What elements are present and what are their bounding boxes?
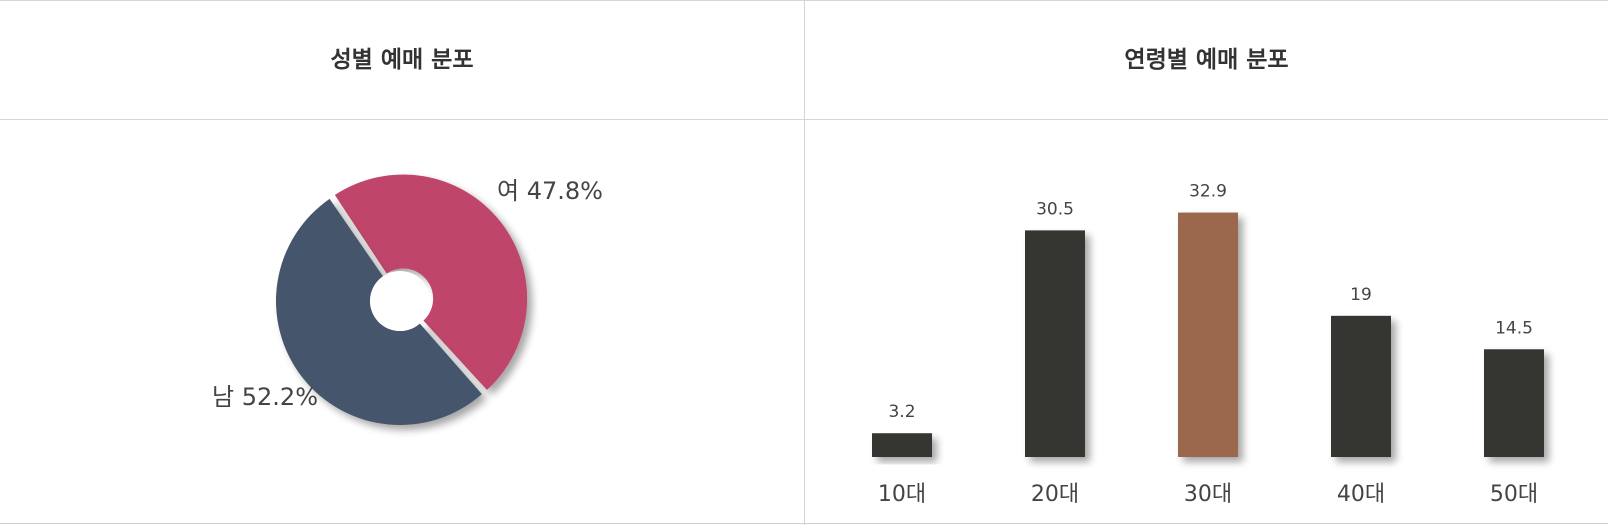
bar-value-label: 32.9 xyxy=(1189,182,1227,202)
bar-20대 xyxy=(1025,230,1085,457)
pie-slice-male xyxy=(276,198,482,425)
bar-category-label: 40대 xyxy=(1337,482,1385,507)
bar-category-label: 20대 xyxy=(1031,482,1079,507)
age-chart-title: 연령별 예매 분포 xyxy=(1124,47,1289,73)
pie-slice-female xyxy=(334,174,528,390)
bar-value-label: 3.2 xyxy=(888,402,915,422)
pie-label-male: 남 52.2% xyxy=(212,383,318,411)
bar-category-label: 50대 xyxy=(1490,482,1538,507)
bar-30대 xyxy=(1178,212,1238,457)
bar-50대 xyxy=(1484,349,1544,457)
age-bar-chart: 3.2 10대 30.5 20대 32.9 30대 19 40대 14.5 50대 xyxy=(872,182,1544,507)
gender-donut-chart: 여 47.8% 남 52.2% xyxy=(212,174,603,425)
bar-value-label: 14.5 xyxy=(1495,318,1533,338)
bar-40대 xyxy=(1331,315,1391,457)
bar-value-label: 30.5 xyxy=(1036,199,1074,219)
gender-chart-title: 성별 예매 분포 xyxy=(330,47,474,73)
bar-value-label: 19 xyxy=(1350,285,1372,305)
bar-category-label: 30대 xyxy=(1184,482,1232,507)
column-divider xyxy=(804,1,805,525)
bar-10대 xyxy=(872,433,932,457)
pie-label-female: 여 47.8% xyxy=(497,177,603,205)
bar-category-label: 10대 xyxy=(878,482,926,507)
